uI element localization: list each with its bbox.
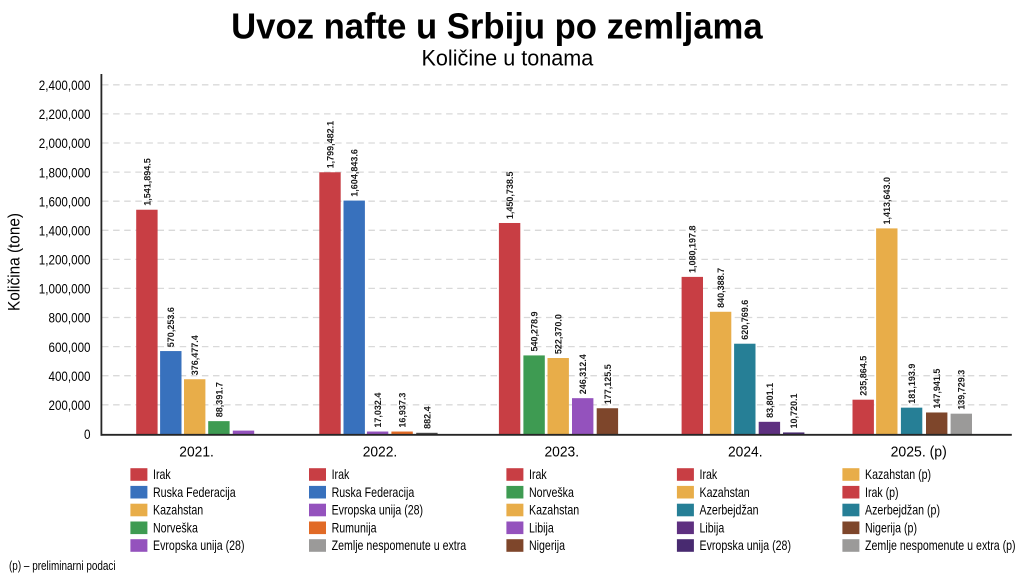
- svg-text:Azerbejdžan: Azerbejdžan: [700, 503, 759, 518]
- svg-text:2025. (p): 2025. (p): [891, 444, 947, 460]
- svg-text:Evropska unija (28): Evropska unija (28): [153, 538, 245, 553]
- svg-text:Irak: Irak: [153, 467, 171, 482]
- svg-text:Libija: Libija: [700, 520, 725, 535]
- svg-text:Zemlje nespomenute u extra (p): Zemlje nespomenute u extra (p): [865, 538, 1016, 553]
- svg-text:246,312.4: 246,312.4: [578, 354, 588, 394]
- svg-text:235,864.5: 235,864.5: [859, 356, 869, 396]
- svg-text:2,000,000: 2,000,000: [39, 136, 91, 152]
- svg-text:2,200,000: 2,200,000: [39, 107, 91, 123]
- svg-text:Kazahstan: Kazahstan: [700, 485, 750, 500]
- svg-text:540,278.9: 540,278.9: [530, 311, 540, 351]
- svg-text:Libija: Libija: [529, 520, 554, 535]
- svg-text:Kazahstan: Kazahstan: [153, 503, 203, 518]
- svg-text:83,801.1: 83,801.1: [765, 383, 775, 418]
- svg-text:Norveška: Norveška: [153, 520, 198, 535]
- svg-text:Kazahstan: Kazahstan: [529, 503, 579, 518]
- svg-text:1,200,000: 1,200,000: [39, 253, 91, 269]
- svg-text:17,032.4: 17,032.4: [373, 393, 383, 428]
- svg-text:2023.: 2023.: [545, 444, 580, 460]
- svg-text:1,600,000: 1,600,000: [39, 194, 91, 210]
- svg-text:Količine u tonama: Količine u tonama: [422, 46, 594, 71]
- svg-text:1,541,894.5: 1,541,894.5: [142, 158, 152, 206]
- svg-text:2021.: 2021.: [179, 444, 214, 460]
- svg-text:620,769.6: 620,769.6: [740, 300, 750, 340]
- svg-text:1,604,843.6: 1,604,843.6: [350, 149, 360, 197]
- svg-text:Evropska unija (28): Evropska unija (28): [332, 503, 424, 518]
- svg-text:Irak (p): Irak (p): [865, 485, 899, 500]
- svg-text:Rumunija: Rumunija: [332, 520, 377, 535]
- svg-text:147,941.5: 147,941.5: [932, 369, 942, 409]
- svg-text:2024.: 2024.: [728, 444, 763, 460]
- svg-text:Kazahstan (p): Kazahstan (p): [865, 467, 931, 482]
- svg-text:1,080,197.8: 1,080,197.8: [688, 225, 698, 273]
- svg-text:570,253.6: 570,253.6: [166, 307, 176, 347]
- svg-text:Norveška: Norveška: [529, 485, 574, 500]
- svg-text:1,450,738.5: 1,450,738.5: [505, 172, 515, 220]
- svg-text:Nigerija: Nigerija: [529, 538, 565, 553]
- svg-text:882.4: 882.4: [422, 406, 432, 429]
- svg-text:1,000,000: 1,000,000: [39, 282, 91, 298]
- svg-text:88,391.7: 88,391.7: [214, 382, 224, 417]
- svg-text:1,799,482.1: 1,799,482.1: [325, 121, 335, 169]
- svg-text:Irak: Irak: [529, 467, 547, 482]
- svg-text:2022.: 2022.: [363, 444, 398, 460]
- svg-text:1,400,000: 1,400,000: [39, 224, 91, 240]
- svg-text:600,000: 600,000: [49, 340, 91, 356]
- svg-text:Nigerija (p): Nigerija (p): [865, 520, 917, 535]
- svg-text:1,800,000: 1,800,000: [39, 165, 91, 181]
- svg-text:200,000: 200,000: [49, 398, 91, 414]
- svg-text:840,388.7: 840,388.7: [716, 268, 726, 308]
- svg-text:181,193.9: 181,193.9: [907, 364, 917, 404]
- svg-text:16,937.3: 16,937.3: [398, 393, 408, 428]
- svg-text:376,477.4: 376,477.4: [190, 335, 200, 375]
- svg-text:(p) – preliminarni podaci: (p) – preliminarni podaci: [9, 559, 116, 573]
- svg-text:Ruska Federacija: Ruska Federacija: [153, 485, 236, 500]
- svg-text:1,413,643.0: 1,413,643.0: [882, 177, 892, 225]
- svg-text:800,000: 800,000: [49, 311, 91, 327]
- svg-text:0: 0: [84, 427, 91, 443]
- svg-text:Irak: Irak: [700, 467, 718, 482]
- svg-text:2,400,000: 2,400,000: [39, 78, 91, 94]
- svg-text:522,370.0: 522,370.0: [554, 314, 564, 354]
- svg-text:Azerbejdžan (p): Azerbejdžan (p): [865, 503, 940, 518]
- svg-text:400,000: 400,000: [49, 369, 91, 385]
- svg-text:10,720.1: 10,720.1: [789, 393, 799, 428]
- svg-text:Irak: Irak: [332, 467, 350, 482]
- svg-text:Količina (tone): Količina (tone): [5, 213, 24, 311]
- svg-text:139,729.3: 139,729.3: [957, 370, 967, 410]
- svg-text:Evropska unija (28): Evropska unija (28): [700, 538, 792, 553]
- svg-text:177,125.5: 177,125.5: [603, 364, 613, 404]
- svg-text:Uvoz nafte u Srbiju po zemljam: Uvoz nafte u Srbiju po zemljama: [231, 6, 763, 47]
- svg-text:Ruska Federacija: Ruska Federacija: [332, 485, 415, 500]
- svg-text:Zemlje nespomenute u extra: Zemlje nespomenute u extra: [332, 538, 467, 553]
